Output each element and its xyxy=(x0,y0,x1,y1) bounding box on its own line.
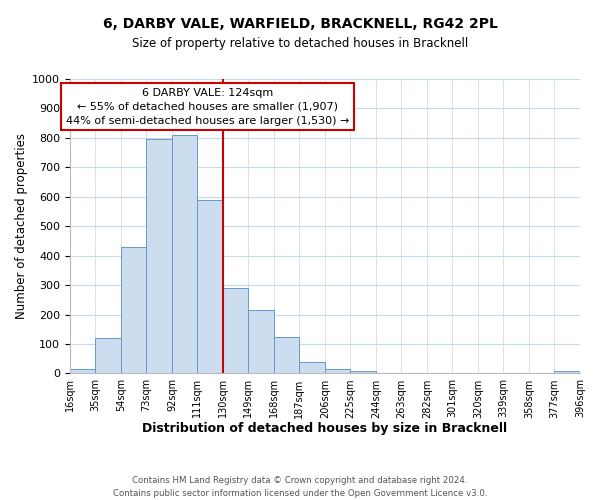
Bar xyxy=(554,370,580,374)
Bar xyxy=(172,135,197,374)
Text: Size of property relative to detached houses in Bracknell: Size of property relative to detached ho… xyxy=(132,38,468,51)
Bar xyxy=(350,371,376,374)
Bar xyxy=(299,362,325,374)
Bar xyxy=(95,338,121,374)
Bar xyxy=(274,336,299,374)
X-axis label: Distribution of detached houses by size in Bracknell: Distribution of detached houses by size … xyxy=(142,422,508,435)
Y-axis label: Number of detached properties: Number of detached properties xyxy=(15,133,28,319)
Text: Contains HM Land Registry data © Crown copyright and database right 2024.
Contai: Contains HM Land Registry data © Crown c… xyxy=(113,476,487,498)
Text: 6 DARBY VALE: 124sqm
← 55% of detached houses are smaller (1,907)
44% of semi-de: 6 DARBY VALE: 124sqm ← 55% of detached h… xyxy=(66,88,349,126)
Bar xyxy=(401,372,427,374)
Bar xyxy=(70,369,95,374)
Bar xyxy=(146,140,172,374)
Text: 6, DARBY VALE, WARFIELD, BRACKNELL, RG42 2PL: 6, DARBY VALE, WARFIELD, BRACKNELL, RG42… xyxy=(103,18,497,32)
Bar xyxy=(376,372,401,374)
Bar xyxy=(325,369,350,374)
Bar xyxy=(121,247,146,374)
Bar xyxy=(197,200,223,374)
Bar xyxy=(248,310,274,374)
Bar xyxy=(223,288,248,374)
